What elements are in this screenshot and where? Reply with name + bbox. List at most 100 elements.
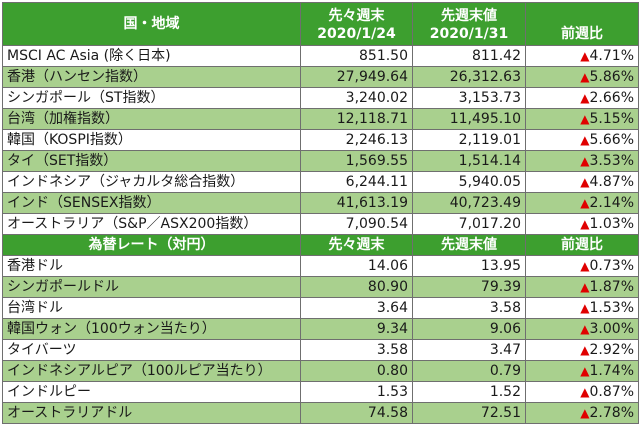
indices-header-row: 国・地域 先々週末 2020/1/24 先週末値 2020/1/31 前週比 bbox=[2, 2, 639, 46]
down-triangle-icon: ▲ bbox=[580, 112, 590, 126]
row-last-value: 7,017.20 bbox=[412, 213, 526, 235]
row-name: シンガポールドル bbox=[2, 276, 301, 298]
row-change: ▲4.71% bbox=[525, 45, 639, 67]
row-name: インドルピー bbox=[2, 381, 301, 403]
row-prev-value: 41,613.19 bbox=[300, 192, 413, 214]
row-prev-value: 3.58 bbox=[300, 339, 413, 361]
header-region: 国・地域 bbox=[2, 2, 301, 46]
row-last-value: 72.51 bbox=[412, 402, 526, 424]
down-triangle-icon: ▲ bbox=[580, 70, 590, 84]
table-row: 韓国（KOSPI指数） 2,246.13 2,119.01 ▲5.66% bbox=[2, 129, 639, 151]
table-row: シンガポールドル 80.90 79.39 ▲1.87% bbox=[2, 276, 639, 298]
row-change-value: 1.03% bbox=[589, 216, 634, 232]
row-change: ▲4.87% bbox=[525, 171, 639, 193]
row-last-value: 3.47 bbox=[412, 339, 526, 361]
row-change-value: 0.87% bbox=[589, 384, 634, 400]
down-triangle-icon: ▲ bbox=[580, 280, 590, 294]
down-triangle-icon: ▲ bbox=[580, 175, 590, 189]
row-name: 香港ドル bbox=[2, 255, 301, 277]
row-prev-value: 851.50 bbox=[300, 45, 413, 67]
row-prev-value: 1,569.55 bbox=[300, 150, 413, 172]
row-last-value: 9.06 bbox=[412, 318, 526, 340]
row-last-value: 3,153.73 bbox=[412, 87, 526, 109]
header-last-week: 先週末値 2020/1/31 bbox=[412, 2, 526, 46]
header-prev-week-date: 2020/1/24 bbox=[317, 26, 396, 42]
table-row: オーストラリアドル 74.58 72.51 ▲2.78% bbox=[2, 402, 639, 424]
down-triangle-icon: ▲ bbox=[580, 385, 590, 399]
row-name: MSCI AC Asia (除く日本) bbox=[2, 45, 301, 67]
header-fx-change: 前週比 bbox=[525, 234, 639, 256]
row-change: ▲1.03% bbox=[525, 213, 639, 235]
row-change-value: 1.74% bbox=[589, 363, 634, 379]
row-prev-value: 1.53 bbox=[300, 381, 413, 403]
row-prev-value: 14.06 bbox=[300, 255, 413, 277]
row-change-value: 5.66% bbox=[589, 132, 634, 148]
down-triangle-icon: ▲ bbox=[580, 91, 590, 105]
down-triangle-icon: ▲ bbox=[580, 322, 590, 336]
down-triangle-icon: ▲ bbox=[580, 217, 590, 231]
fx-header-row: 為替レート（対円） 先々週末 先週末値 前週比 bbox=[2, 234, 639, 256]
header-last-week-label: 先週末値 bbox=[441, 8, 497, 24]
header-prev-week: 先々週末 2020/1/24 bbox=[300, 2, 413, 46]
row-change-value: 3.53% bbox=[589, 153, 634, 169]
row-prev-value: 12,118.71 bbox=[300, 108, 413, 130]
table-row: タイバーツ 3.58 3.47 ▲2.92% bbox=[2, 339, 639, 361]
down-triangle-icon: ▲ bbox=[580, 364, 590, 378]
row-change: ▲5.86% bbox=[525, 66, 639, 88]
row-change-value: 5.86% bbox=[589, 69, 634, 85]
row-prev-value: 3,240.02 bbox=[300, 87, 413, 109]
row-change: ▲1.53% bbox=[525, 297, 639, 319]
row-name: オーストラリアドル bbox=[2, 402, 301, 424]
row-name: インド（SENSEX指数） bbox=[2, 192, 301, 214]
row-name: タイ（SET指数） bbox=[2, 150, 301, 172]
row-last-value: 1.52 bbox=[412, 381, 526, 403]
row-last-value: 13.95 bbox=[412, 255, 526, 277]
row-change: ▲5.66% bbox=[525, 129, 639, 151]
row-prev-value: 9.34 bbox=[300, 318, 413, 340]
row-last-value: 40,723.49 bbox=[412, 192, 526, 214]
row-last-value: 79.39 bbox=[412, 276, 526, 298]
row-name: インドネシア（ジャカルタ総合指数） bbox=[2, 171, 301, 193]
row-name: インドネシアルピア（100ルピア当たり） bbox=[2, 360, 301, 382]
table-row: インドルピー 1.53 1.52 ▲0.87% bbox=[2, 381, 639, 403]
row-prev-value: 7,090.54 bbox=[300, 213, 413, 235]
down-triangle-icon: ▲ bbox=[580, 343, 590, 357]
row-change: ▲2.92% bbox=[525, 339, 639, 361]
row-prev-value: 6,244.11 bbox=[300, 171, 413, 193]
row-name: タイバーツ bbox=[2, 339, 301, 361]
row-name: 台湾ドル bbox=[2, 297, 301, 319]
row-change-value: 2.78% bbox=[589, 405, 634, 421]
row-change: ▲2.66% bbox=[525, 87, 639, 109]
row-change-value: 1.53% bbox=[589, 300, 634, 316]
down-triangle-icon: ▲ bbox=[580, 406, 590, 420]
row-change: ▲5.15% bbox=[525, 108, 639, 130]
row-change-value: 3.00% bbox=[589, 321, 634, 337]
row-change: ▲2.14% bbox=[525, 192, 639, 214]
down-triangle-icon: ▲ bbox=[580, 196, 590, 210]
row-last-value: 11,495.10 bbox=[412, 108, 526, 130]
table-row: 台湾（加権指数） 12,118.71 11,495.10 ▲5.15% bbox=[2, 108, 639, 130]
table-row: インドネシアルピア（100ルピア当たり） 0.80 0.79 ▲1.74% bbox=[2, 360, 639, 382]
row-name: 台湾（加権指数） bbox=[2, 108, 301, 130]
indices-body: MSCI AC Asia (除く日本) 851.50 811.42 ▲4.71% 香港（… bbox=[2, 45, 639, 235]
row-prev-value: 3.64 bbox=[300, 297, 413, 319]
header-fx-prev-week: 先々週末 bbox=[300, 234, 413, 256]
table-row: MSCI AC Asia (除く日本) 851.50 811.42 ▲4.71% bbox=[2, 45, 639, 67]
row-name: 香港（ハンセン指数） bbox=[2, 66, 301, 88]
row-change: ▲0.73% bbox=[525, 255, 639, 277]
row-change-value: 4.87% bbox=[589, 174, 634, 190]
row-change-value: 2.92% bbox=[589, 342, 634, 358]
header-last-week-date: 2020/1/31 bbox=[429, 26, 509, 42]
row-last-value: 1,514.14 bbox=[412, 150, 526, 172]
row-change-value: 0.73% bbox=[589, 258, 634, 274]
row-change: ▲2.78% bbox=[525, 402, 639, 424]
down-triangle-icon: ▲ bbox=[580, 133, 590, 147]
row-last-value: 811.42 bbox=[412, 45, 526, 67]
row-change: ▲3.53% bbox=[525, 150, 639, 172]
row-change-value: 1.87% bbox=[589, 279, 634, 295]
row-change: ▲1.74% bbox=[525, 360, 639, 382]
down-triangle-icon: ▲ bbox=[580, 154, 590, 168]
row-change-value: 2.14% bbox=[589, 195, 634, 211]
row-change-value: 2.66% bbox=[589, 90, 634, 106]
row-name: 韓国ウォン（100ウォン当たり） bbox=[2, 318, 301, 340]
